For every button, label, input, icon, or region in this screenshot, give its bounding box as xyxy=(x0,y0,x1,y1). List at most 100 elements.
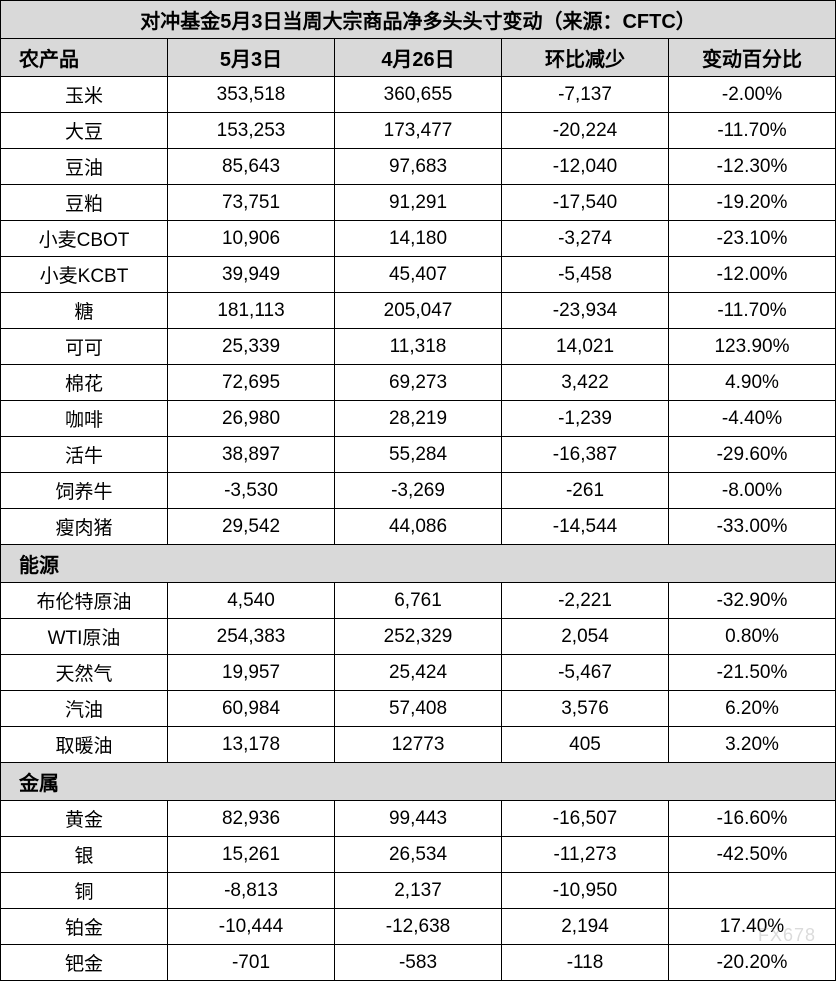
cell-v2: 252,329 xyxy=(335,619,502,655)
cell-diff: -118 xyxy=(502,945,669,981)
table-row: 银15,26126,534-11,273-42.50% xyxy=(1,837,836,873)
cell-pct: 17.40% xyxy=(669,909,836,945)
cell-v2: 14,180 xyxy=(335,221,502,257)
cell-v1: 29,542 xyxy=(168,509,335,545)
cell-diff: 405 xyxy=(502,727,669,763)
cell-v2: 6,761 xyxy=(335,583,502,619)
cell-pct: 6.20% xyxy=(669,691,836,727)
cell-v2: 11,318 xyxy=(335,329,502,365)
cell-v2: 360,655 xyxy=(335,77,502,113)
cell-pct: -11.70% xyxy=(669,293,836,329)
col-may3: 5月3日 xyxy=(168,39,335,77)
table-row: 黄金82,93699,443-16,507-16.60% xyxy=(1,801,836,837)
category-row: 金属 xyxy=(1,763,836,801)
cell-v1: 19,957 xyxy=(168,655,335,691)
table-title: 对冲基金5月3日当周大宗商品净多头头寸变动（来源：CFTC） xyxy=(1,1,836,39)
cell-v2: -3,269 xyxy=(335,473,502,509)
cell-v1: -3,530 xyxy=(168,473,335,509)
cell-v1: 13,178 xyxy=(168,727,335,763)
cell-v2: 99,443 xyxy=(335,801,502,837)
cell-pct: -16.60% xyxy=(669,801,836,837)
col-apr26: 4月26日 xyxy=(335,39,502,77)
cell-v2: 55,284 xyxy=(335,437,502,473)
cell-pct: -21.50% xyxy=(669,655,836,691)
cell-pct: -20.20% xyxy=(669,945,836,981)
cell-pct: 3.20% xyxy=(669,727,836,763)
cell-name: 豆油 xyxy=(1,149,168,185)
table-row: 铜-8,8132,137-10,950 xyxy=(1,873,836,909)
cell-pct: -8.00% xyxy=(669,473,836,509)
cell-v2: 57,408 xyxy=(335,691,502,727)
table-row: 小麦KCBT39,94945,407-5,458-12.00% xyxy=(1,257,836,293)
table-row: 豆油85,64397,683-12,040-12.30% xyxy=(1,149,836,185)
cell-pct: -33.00% xyxy=(669,509,836,545)
cell-pct: -29.60% xyxy=(669,437,836,473)
cell-name: 布伦特原油 xyxy=(1,583,168,619)
category-label: 金属 xyxy=(1,763,836,801)
cell-pct: 0.80% xyxy=(669,619,836,655)
cell-v2: 26,534 xyxy=(335,837,502,873)
cell-v2: 28,219 xyxy=(335,401,502,437)
cell-name: 棉花 xyxy=(1,365,168,401)
cell-diff: -17,540 xyxy=(502,185,669,221)
cell-diff: -1,239 xyxy=(502,401,669,437)
table-row: 糖181,113205,047-23,934-11.70% xyxy=(1,293,836,329)
cell-pct: -42.50% xyxy=(669,837,836,873)
cell-name: 天然气 xyxy=(1,655,168,691)
cell-diff: 3,576 xyxy=(502,691,669,727)
table-row: 玉米353,518360,655-7,137-2.00% xyxy=(1,77,836,113)
table-row: 棉花72,69569,2733,4224.90% xyxy=(1,365,836,401)
table-row: 豆粕73,75191,291-17,540-19.20% xyxy=(1,185,836,221)
cell-diff: -16,387 xyxy=(502,437,669,473)
cell-pct: -12.30% xyxy=(669,149,836,185)
cell-v1: -701 xyxy=(168,945,335,981)
table-row: WTI原油254,383252,3292,0540.80% xyxy=(1,619,836,655)
table-row: 汽油60,98457,4083,5766.20% xyxy=(1,691,836,727)
cell-name: 汽油 xyxy=(1,691,168,727)
cell-diff: 14,021 xyxy=(502,329,669,365)
table-container: 对冲基金5月3日当周大宗商品净多头头寸变动（来源：CFTC） 农产品 5月3日 … xyxy=(0,0,836,981)
cell-v1: 254,383 xyxy=(168,619,335,655)
cell-name: 咖啡 xyxy=(1,401,168,437)
cell-name: 豆粕 xyxy=(1,185,168,221)
cell-diff: -23,934 xyxy=(502,293,669,329)
cell-diff: -11,273 xyxy=(502,837,669,873)
table-row: 大豆153,253173,477-20,224-11.70% xyxy=(1,113,836,149)
cell-v2: 25,424 xyxy=(335,655,502,691)
table-row: 可可25,33911,31814,021123.90% xyxy=(1,329,836,365)
cell-v2: 2,137 xyxy=(335,873,502,909)
cell-pct: -4.40% xyxy=(669,401,836,437)
cell-name: 小麦CBOT xyxy=(1,221,168,257)
cell-diff: -261 xyxy=(502,473,669,509)
commodity-table: 对冲基金5月3日当周大宗商品净多头头寸变动（来源：CFTC） 农产品 5月3日 … xyxy=(0,0,836,981)
cell-diff: -2,221 xyxy=(502,583,669,619)
col-diff: 环比减少 xyxy=(502,39,669,77)
table-row: 铂金-10,444-12,6382,19417.40% xyxy=(1,909,836,945)
cell-v2: -583 xyxy=(335,945,502,981)
cell-v1: 153,253 xyxy=(168,113,335,149)
table-row: 钯金-701-583-118-20.20% xyxy=(1,945,836,981)
cell-v2: 91,291 xyxy=(335,185,502,221)
cell-diff: 2,194 xyxy=(502,909,669,945)
cell-name: 瘦肉猪 xyxy=(1,509,168,545)
cell-v1: 38,897 xyxy=(168,437,335,473)
cell-name: 玉米 xyxy=(1,77,168,113)
cell-pct: 123.90% xyxy=(669,329,836,365)
cell-name: 可可 xyxy=(1,329,168,365)
cell-diff: -3,274 xyxy=(502,221,669,257)
cell-diff: -5,458 xyxy=(502,257,669,293)
cell-v2: 97,683 xyxy=(335,149,502,185)
category-row: 能源 xyxy=(1,545,836,583)
cell-v1: 10,906 xyxy=(168,221,335,257)
header-row: 农产品 5月3日 4月26日 环比减少 变动百分比 xyxy=(1,39,836,77)
table-row: 活牛38,89755,284-16,387-29.60% xyxy=(1,437,836,473)
cell-name: 活牛 xyxy=(1,437,168,473)
cell-name: 小麦KCBT xyxy=(1,257,168,293)
cell-v1: 15,261 xyxy=(168,837,335,873)
cell-pct: -19.20% xyxy=(669,185,836,221)
cell-v1: -10,444 xyxy=(168,909,335,945)
table-row: 咖啡26,98028,219-1,239-4.40% xyxy=(1,401,836,437)
cell-diff: -20,224 xyxy=(502,113,669,149)
cell-diff: -10,950 xyxy=(502,873,669,909)
cell-pct: -2.00% xyxy=(669,77,836,113)
